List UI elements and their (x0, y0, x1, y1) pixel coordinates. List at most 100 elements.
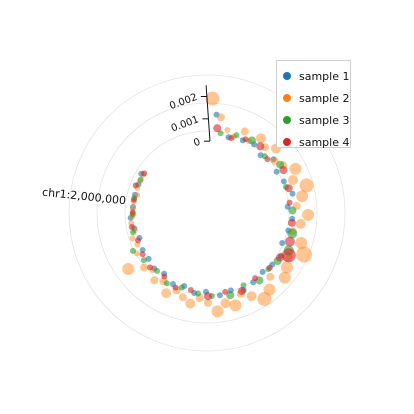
point-sample-1-31 (130, 204, 136, 211)
point-sample-4-1 (228, 135, 235, 142)
point-sample-4-20 (147, 264, 154, 271)
point-sample-4-2 (242, 136, 249, 143)
point-sample-2-41 (140, 263, 149, 272)
legend-label-sample-3: sample 3 (299, 113, 350, 127)
point-sample-2-12 (288, 174, 299, 185)
point-sample-4-24 (129, 209, 136, 216)
legend-marker-sample-4 (283, 138, 291, 146)
point-sample-3-20 (129, 247, 136, 254)
point-sample-1-7 (280, 178, 287, 185)
radial-tick-label-2: 0.002 (168, 92, 199, 112)
point-sample-2-17 (295, 218, 306, 229)
legend-item-sample-1: sample 1 (283, 65, 350, 87)
point-sample-1-26 (145, 255, 152, 262)
point-sample-4-8 (287, 218, 296, 227)
point-sample-2-6 (256, 133, 267, 144)
point-sample-2-31 (211, 305, 224, 318)
point-sample-4-16 (203, 292, 212, 301)
point-sample-4-9 (284, 236, 295, 247)
point-sample-3-18 (154, 267, 161, 274)
point-sample-2-34 (185, 298, 196, 309)
legend: sample 1 sample 2 sample 3 sample 4 (276, 60, 351, 149)
point-sample-2-26 (257, 291, 272, 306)
point-sample-4-5 (279, 166, 288, 175)
point-sample-3-2 (247, 136, 256, 145)
point-sample-4-22 (134, 237, 141, 244)
point-sample-2-25 (263, 283, 276, 296)
point-sample-1-27 (139, 246, 146, 253)
legend-label-sample-1: sample 1 (299, 69, 350, 83)
point-sample-3-19 (140, 257, 147, 264)
point-sample-2-1 (216, 113, 225, 122)
legend-item-sample-4: sample 4 (283, 131, 350, 153)
point-sample-1-6 (273, 168, 280, 175)
point-sample-2-42 (122, 262, 135, 275)
point-sample-3-12 (240, 282, 247, 289)
point-sample-3-24 (137, 176, 144, 183)
point-sample-3-21 (130, 229, 137, 236)
point-sample-2-23 (278, 271, 291, 284)
legend-marker-sample-2 (283, 94, 291, 102)
point-sample-4-0 (213, 124, 222, 133)
point-sample-4-3 (256, 142, 265, 151)
angular-axis-label: chr1:2,000,000 (41, 186, 126, 208)
point-sample-2-35 (178, 293, 187, 302)
radial-axis-line (205, 85, 211, 142)
point-sample-4-6 (284, 184, 293, 193)
point-sample-3-7 (287, 228, 298, 239)
point-sample-4-26 (132, 182, 139, 189)
point-sample-2-20 (296, 246, 313, 263)
point-sample-2-27 (246, 291, 257, 302)
legend-label-sample-4: sample 4 (299, 135, 350, 149)
point-sample-2-32 (203, 298, 212, 307)
point-sample-3-15 (195, 290, 202, 297)
point-sample-4-10 (281, 248, 296, 263)
point-sample-2-16 (302, 208, 315, 221)
legend-label-sample-2: sample 2 (299, 91, 350, 105)
point-sample-4-21 (139, 251, 146, 258)
point-sample-4-18 (172, 284, 179, 291)
legend-item-sample-3: sample 3 (283, 109, 350, 131)
point-sample-2-11 (289, 162, 302, 175)
point-sample-1-19 (216, 292, 223, 299)
point-sample-4-13 (252, 275, 259, 282)
point-sample-2-0 (205, 91, 220, 106)
point-sample-2-29 (229, 299, 242, 312)
legend-marker-sample-3 (283, 116, 291, 124)
point-sample-4-4 (264, 156, 271, 163)
point-sample-2-4 (240, 127, 249, 136)
point-sample-4-15 (222, 288, 229, 295)
point-sample-2-14 (296, 190, 309, 203)
point-sample-2-2 (224, 127, 231, 134)
point-sample-2-19 (295, 236, 308, 249)
point-sample-4-23 (128, 224, 135, 231)
point-sample-3-1 (233, 132, 240, 139)
grid-circle-2 (68, 74, 346, 352)
point-sample-4-7 (286, 199, 293, 206)
point-sample-2-30 (220, 298, 231, 309)
point-sample-3-6 (288, 206, 297, 215)
point-sample-3-13 (226, 291, 235, 300)
radial-tick-label-0: 0 (192, 137, 202, 150)
point-sample-1-15 (259, 268, 266, 275)
point-sample-1-12 (279, 240, 286, 247)
point-sample-4-17 (187, 287, 194, 294)
point-sample-4-11 (275, 253, 284, 262)
point-sample-2-45 (129, 235, 136, 242)
point-sample-3-17 (163, 280, 170, 287)
point-sample-4-27 (141, 170, 148, 177)
point-sample-2-39 (150, 276, 159, 285)
point-sample-1-8 (289, 190, 296, 197)
point-sample-2-22 (280, 261, 293, 274)
point-sample-4-14 (237, 287, 246, 296)
scatter-points (122, 91, 315, 318)
point-sample-2-37 (161, 288, 172, 299)
point-sample-4-12 (266, 264, 273, 271)
point-sample-2-13 (299, 178, 314, 193)
legend-marker-sample-1 (283, 72, 291, 80)
point-sample-4-25 (130, 196, 137, 203)
legend-item-sample-2: sample 2 (283, 87, 350, 109)
point-sample-1-0 (213, 111, 220, 118)
